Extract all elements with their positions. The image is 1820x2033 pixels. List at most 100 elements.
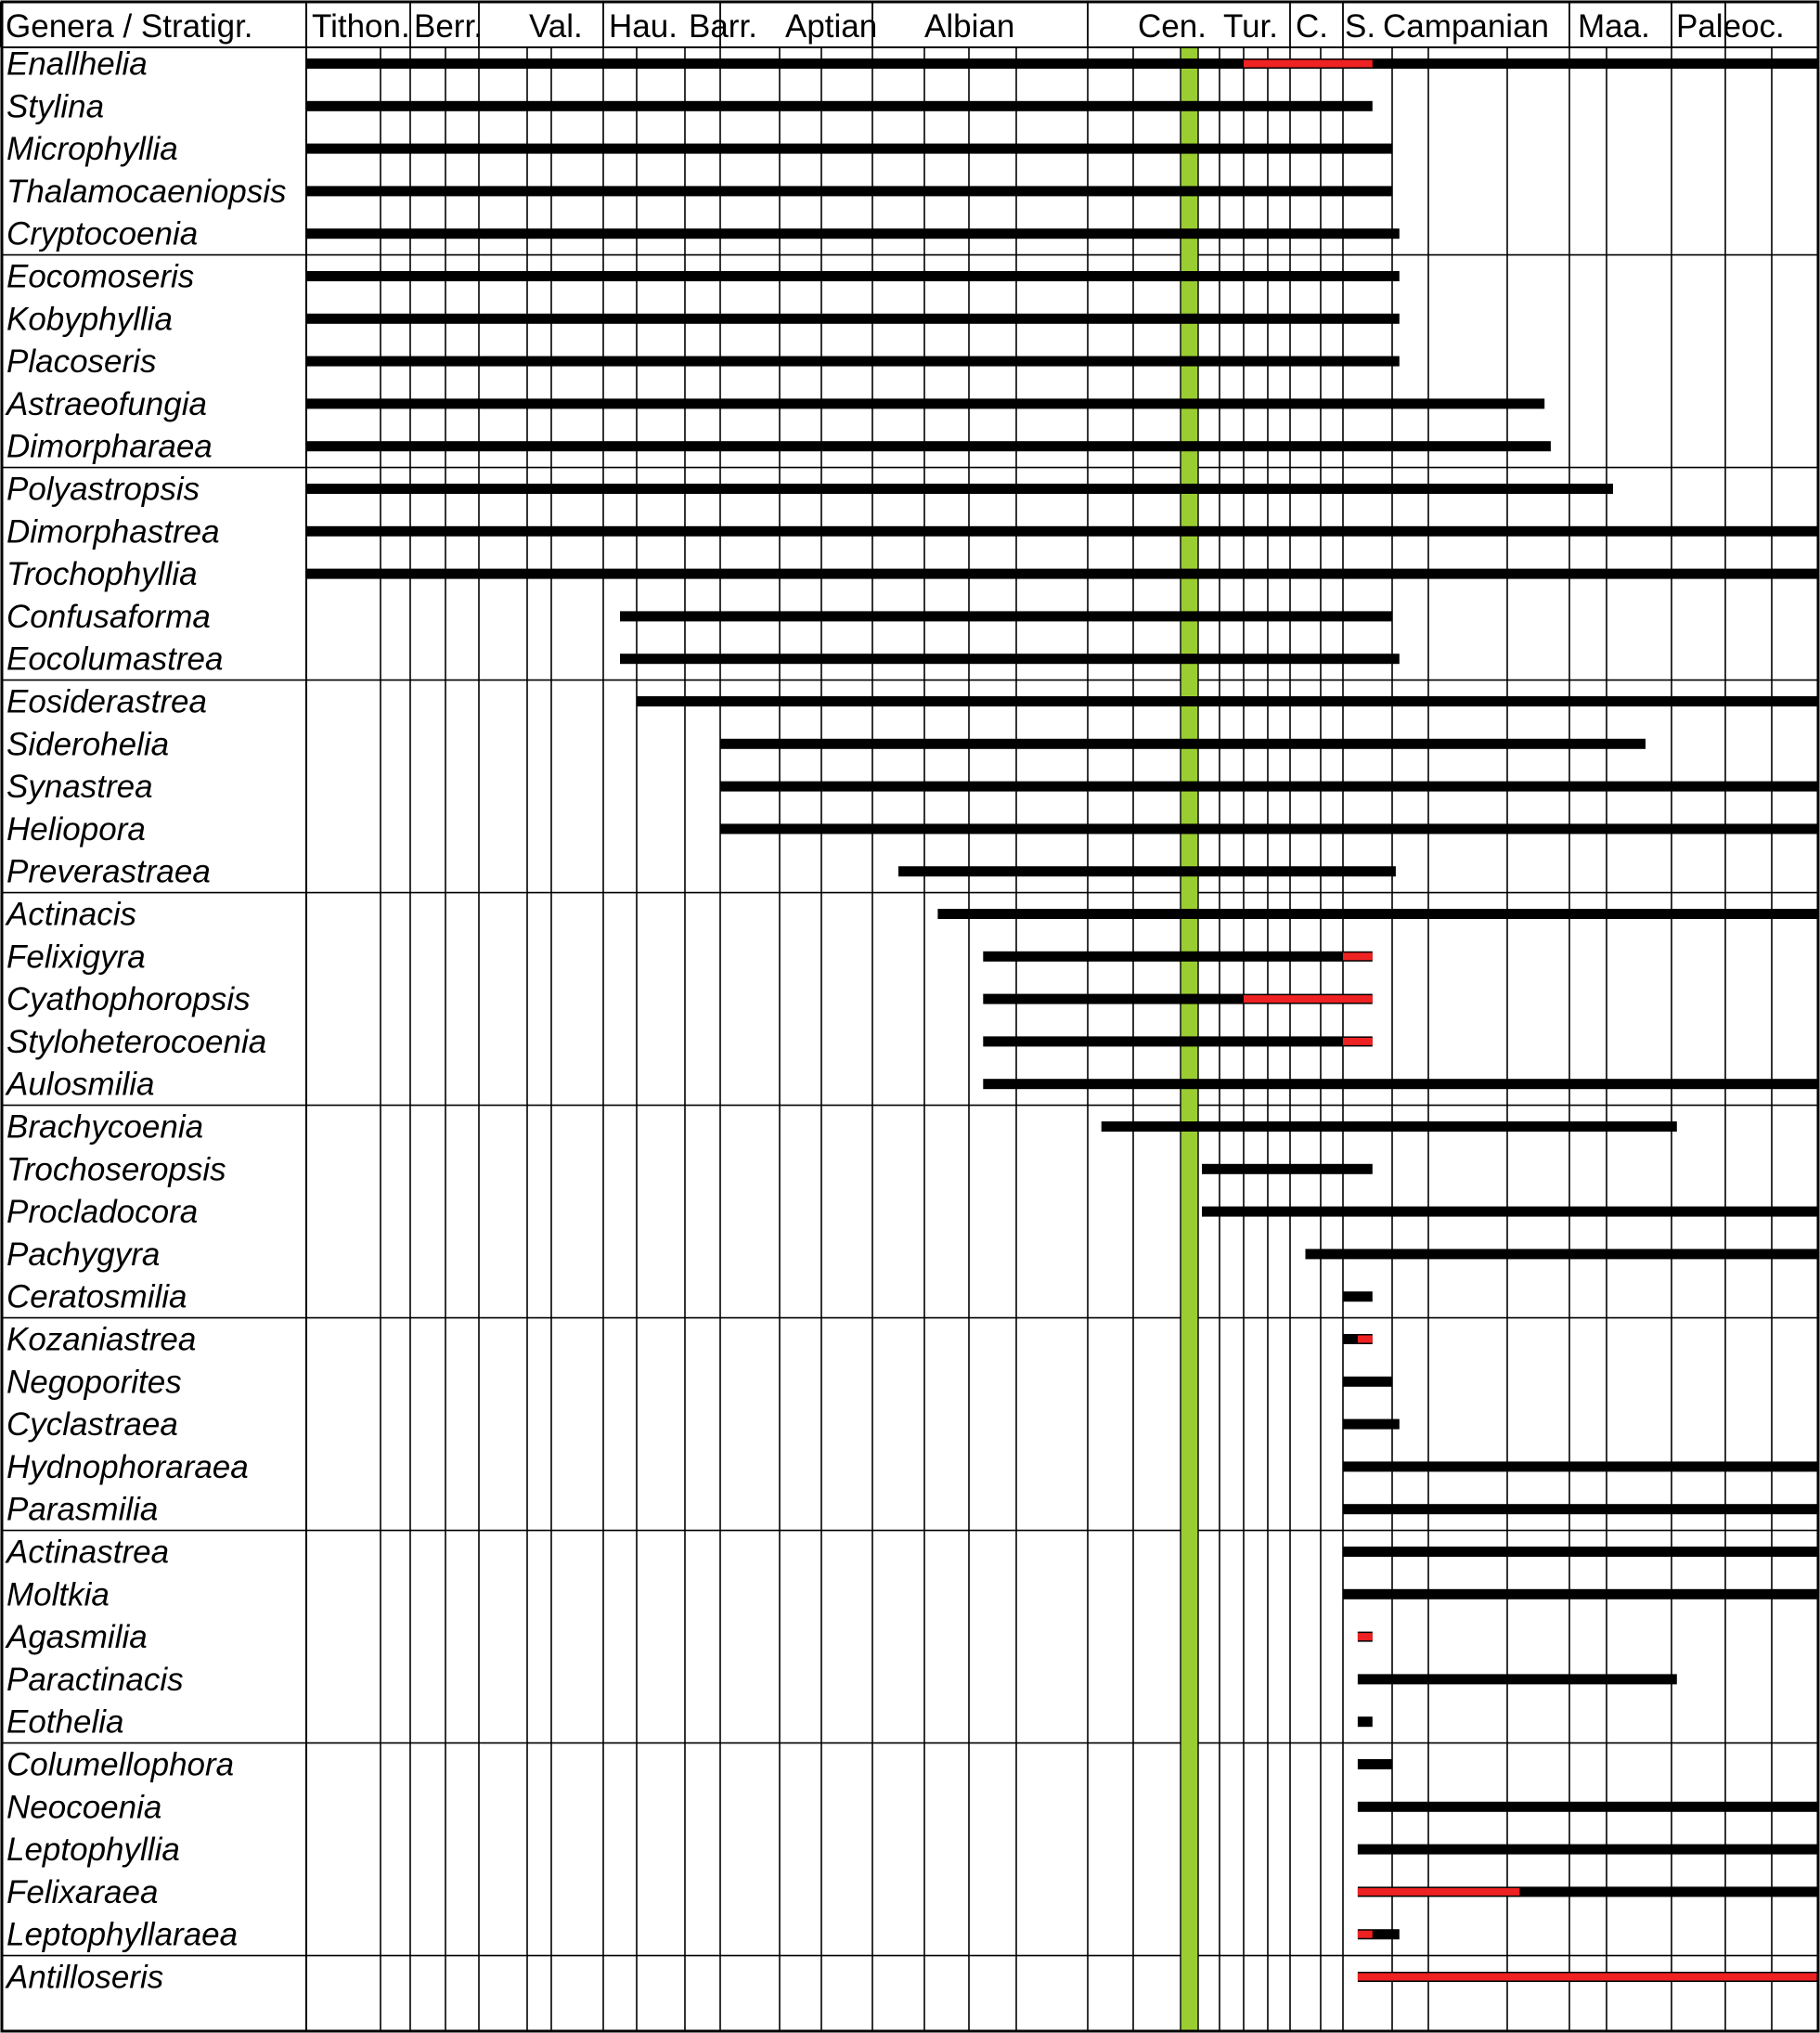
uncertain-range-bar bbox=[1244, 995, 1373, 1004]
range-bar bbox=[1343, 1376, 1392, 1387]
range-bar bbox=[637, 696, 1818, 706]
stage-label: Paleoc. bbox=[1676, 8, 1785, 45]
genus-label: Synastrea bbox=[6, 769, 153, 805]
range-bar bbox=[306, 186, 1392, 197]
genus-label: Dimorphastrea bbox=[6, 513, 220, 550]
range-bar bbox=[983, 1079, 1818, 1090]
genus-label: Leptophyllia bbox=[6, 1832, 180, 1868]
genus-label: Kobyphyllia bbox=[6, 301, 173, 337]
genus-label: Felixaraea bbox=[6, 1874, 158, 1910]
range-bar bbox=[620, 611, 1392, 622]
genus-label: Actinacis bbox=[5, 897, 136, 933]
uncertain-range-bar bbox=[1244, 59, 1373, 68]
header-label: Genera / Stratigr. bbox=[6, 8, 253, 45]
range-bar bbox=[1343, 1461, 1818, 1472]
genus-label: Confusaforma bbox=[6, 599, 211, 635]
genus-label: Heliopora bbox=[6, 811, 146, 848]
genera-labels: Enallhelia Stylina Microphyllia Thalamocaen… bbox=[5, 46, 287, 1996]
range-bar bbox=[720, 823, 1818, 835]
uncertain-range-bar bbox=[1357, 1973, 1818, 1981]
genus-label: Actinastrea bbox=[5, 1534, 169, 1571]
range-bar bbox=[306, 271, 1400, 281]
genus-label: Eosiderastrea bbox=[6, 684, 207, 720]
genus-label: Cryptocoenia bbox=[6, 216, 198, 253]
grid bbox=[2, 47, 1818, 2031]
genus-label: Trochoseropsis bbox=[6, 1151, 226, 1187]
range-bar bbox=[620, 654, 1400, 665]
genus-label: Aulosmilia bbox=[5, 1067, 155, 1103]
genus-label: Trochophyllia bbox=[6, 556, 198, 592]
stage-label: Maa. bbox=[1578, 8, 1650, 45]
stage-label: Tithon. bbox=[312, 8, 410, 45]
stage-label: Barr. bbox=[689, 8, 757, 45]
range-bar bbox=[983, 951, 1373, 962]
range-bar bbox=[306, 58, 1818, 69]
stage-label: Tur. bbox=[1223, 8, 1278, 45]
range-bar bbox=[306, 441, 1551, 452]
stage-label: Hau. bbox=[609, 8, 678, 45]
genus-label: Negoporites bbox=[6, 1364, 182, 1400]
range-bar bbox=[1343, 1588, 1818, 1599]
uncertain-range-bar bbox=[1343, 1037, 1373, 1045]
range-bar bbox=[898, 866, 1396, 877]
stage-label: Val. bbox=[529, 8, 583, 45]
genus-label: Cyclastraea bbox=[6, 1406, 178, 1443]
genus-label: Eothelia bbox=[6, 1704, 123, 1741]
range-bar bbox=[1357, 1844, 1818, 1855]
uncertain-range-bar bbox=[1343, 952, 1373, 961]
range-bar bbox=[306, 568, 1818, 579]
range-bar bbox=[306, 228, 1400, 240]
range-bar bbox=[1202, 1163, 1373, 1174]
range-bar bbox=[306, 398, 1545, 409]
genus-label: Parasmilia bbox=[6, 1492, 158, 1528]
genus-label: Polyastropsis bbox=[6, 472, 200, 508]
genus-label: Columellophora bbox=[6, 1747, 234, 1783]
genus-label: Ceratosmilia bbox=[6, 1279, 187, 1315]
genus-label: Kozaniastrea bbox=[6, 1322, 196, 1358]
genus-label: Pachygyra bbox=[6, 1237, 160, 1273]
range-bar bbox=[1357, 1886, 1818, 1897]
range-bar bbox=[306, 356, 1400, 367]
genus-label: Astraeofungia bbox=[5, 386, 207, 422]
genus-label: Dimorpharaea bbox=[6, 429, 213, 465]
genus-label: Antilloseris bbox=[5, 1960, 163, 1996]
range-bar bbox=[1343, 1504, 1818, 1515]
range-bar bbox=[1343, 1291, 1373, 1302]
range-bar bbox=[306, 143, 1392, 154]
genus-label: Leptophyllaraea bbox=[6, 1917, 238, 1953]
genus-label: Brachycoenia bbox=[6, 1109, 203, 1146]
range-bar bbox=[720, 738, 1646, 749]
range-bar bbox=[937, 909, 1818, 919]
range-bar bbox=[983, 993, 1373, 1004]
range-bar bbox=[306, 100, 1373, 111]
range-bar bbox=[1101, 1121, 1677, 1132]
genus-label: Agasmilia bbox=[5, 1619, 148, 1655]
genus-label: Thalamocaeniopsis bbox=[6, 174, 287, 210]
genus-label: Cyathophoropsis bbox=[6, 981, 251, 1017]
uncertain-range-bar bbox=[1357, 1633, 1373, 1641]
uncertain-range-bar bbox=[1357, 1335, 1373, 1343]
range-bar bbox=[1357, 1759, 1392, 1769]
genus-label: Hydnophoraraea bbox=[6, 1449, 249, 1485]
range-bar bbox=[1357, 1801, 1818, 1812]
range-bar bbox=[1343, 1418, 1400, 1430]
range-bars bbox=[306, 58, 1818, 1982]
genus-label: Placoseris bbox=[6, 343, 156, 380]
range-bar bbox=[720, 781, 1818, 792]
range-bar bbox=[306, 525, 1818, 537]
range-bar bbox=[983, 1036, 1373, 1047]
genus-label: Styloheterocoenia bbox=[6, 1024, 266, 1060]
uncertain-range-bar bbox=[1357, 1930, 1373, 1938]
stage-header: Genera / Stratigr. Tithon. Berr. Val. Hau. B… bbox=[0, 2, 1785, 47]
range-bar bbox=[1357, 1929, 1400, 1940]
genus-label: Neocoenia bbox=[6, 1789, 161, 1825]
range-bar bbox=[1357, 1674, 1677, 1685]
genus-label: Procladocora bbox=[6, 1194, 198, 1230]
stage-label: C. bbox=[1296, 8, 1328, 45]
range-bar bbox=[306, 313, 1400, 324]
range-bar bbox=[1357, 1716, 1373, 1728]
range-bar bbox=[1305, 1249, 1818, 1260]
genus-label: Preverastraea bbox=[6, 854, 211, 890]
